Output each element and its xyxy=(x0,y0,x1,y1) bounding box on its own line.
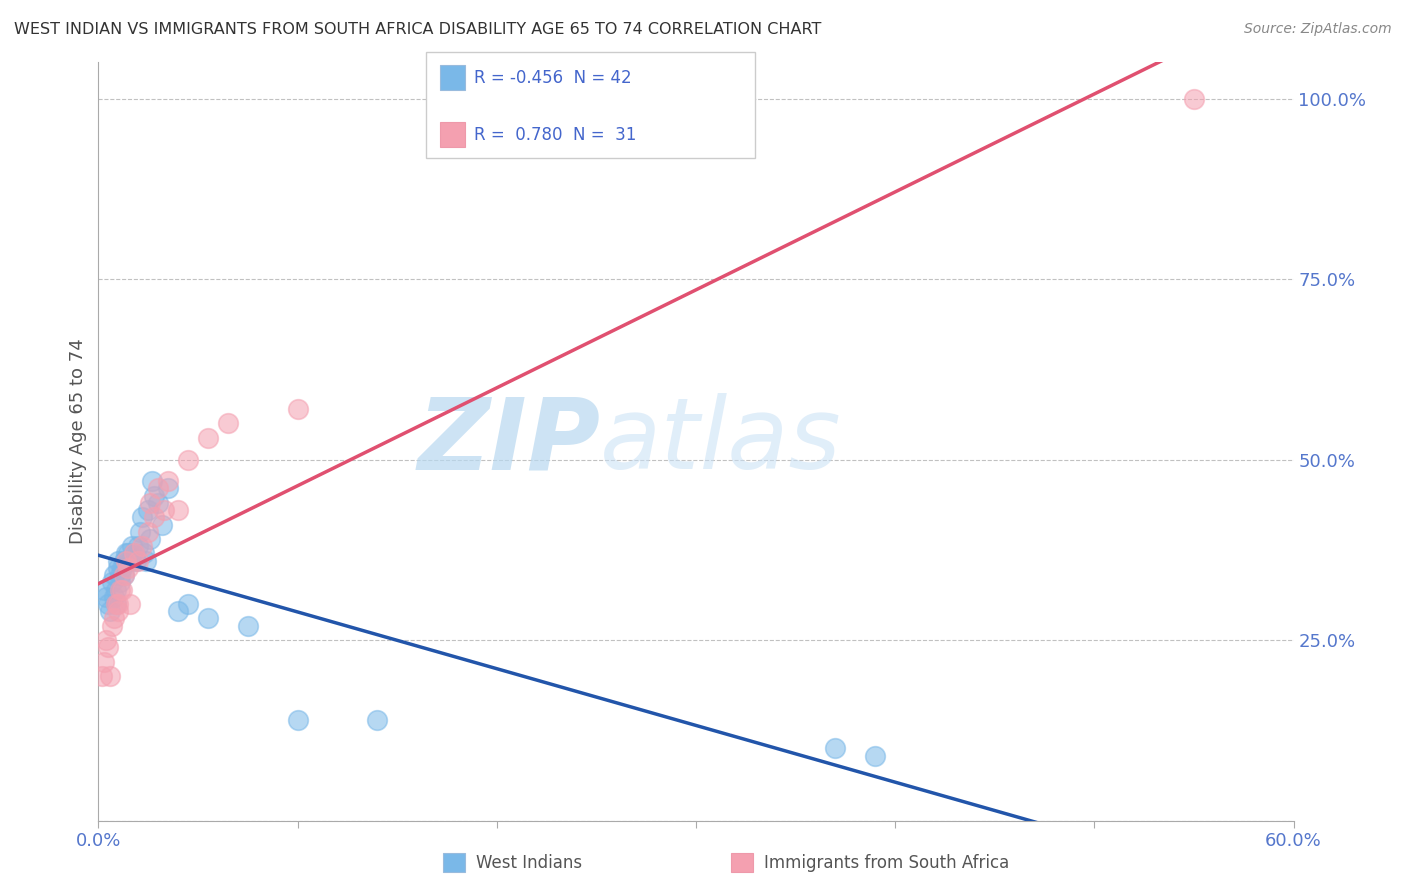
Point xyxy=(129,524,152,539)
Point xyxy=(141,475,163,489)
Point xyxy=(135,554,157,568)
Y-axis label: Disability Age 65 to 74: Disability Age 65 to 74 xyxy=(69,339,87,544)
Point xyxy=(127,539,149,553)
Point xyxy=(111,561,134,575)
Point xyxy=(115,554,138,568)
Point xyxy=(101,618,124,632)
Point xyxy=(98,669,122,683)
Point xyxy=(148,496,170,510)
Point xyxy=(136,524,159,539)
Point xyxy=(110,568,132,582)
Point xyxy=(139,532,162,546)
Point xyxy=(103,590,125,604)
Point xyxy=(97,640,120,655)
Point xyxy=(177,452,200,467)
Point xyxy=(157,475,180,489)
Point xyxy=(112,554,135,568)
Point xyxy=(148,482,170,496)
Point xyxy=(96,633,118,648)
Point xyxy=(111,582,134,597)
Point xyxy=(197,431,219,445)
Point xyxy=(93,582,115,597)
Point xyxy=(93,655,115,669)
Point xyxy=(120,597,142,611)
Point xyxy=(143,510,166,524)
Point xyxy=(101,575,124,590)
Text: ZIP: ZIP xyxy=(418,393,600,490)
Point xyxy=(865,748,887,763)
Point xyxy=(124,546,146,560)
Point xyxy=(107,561,129,575)
Point xyxy=(121,539,143,553)
Point xyxy=(103,568,125,582)
Point xyxy=(131,510,153,524)
Text: R =  0.780  N =  31: R = 0.780 N = 31 xyxy=(474,126,636,144)
Point xyxy=(105,597,128,611)
Point xyxy=(287,713,309,727)
Point xyxy=(107,597,129,611)
Point xyxy=(115,546,138,560)
Point xyxy=(1182,91,1205,105)
Point xyxy=(107,604,129,618)
Text: Immigrants from South Africa: Immigrants from South Africa xyxy=(763,854,1010,871)
Text: West Indians: West Indians xyxy=(475,854,582,871)
Point xyxy=(150,517,173,532)
Text: Source: ZipAtlas.com: Source: ZipAtlas.com xyxy=(1244,22,1392,37)
Point xyxy=(103,611,125,625)
Point xyxy=(96,590,118,604)
Point xyxy=(167,503,190,517)
Point xyxy=(117,546,139,560)
Point xyxy=(157,482,180,496)
Point xyxy=(125,554,148,568)
Point xyxy=(112,568,135,582)
Point xyxy=(131,539,153,553)
Point xyxy=(134,546,156,560)
Point xyxy=(217,417,239,431)
Point xyxy=(112,568,135,582)
Point xyxy=(110,575,132,590)
Point xyxy=(824,741,846,756)
Point xyxy=(287,402,309,417)
Text: R = -0.456  N = 42: R = -0.456 N = 42 xyxy=(474,69,631,87)
Point xyxy=(98,604,122,618)
Point xyxy=(97,597,120,611)
Point xyxy=(236,618,259,632)
Point xyxy=(105,582,128,597)
Text: WEST INDIAN VS IMMIGRANTS FROM SOUTH AFRICA DISABILITY AGE 65 TO 74 CORRELATION : WEST INDIAN VS IMMIGRANTS FROM SOUTH AFR… xyxy=(14,22,821,37)
Point xyxy=(139,496,162,510)
Point xyxy=(124,546,146,560)
Point xyxy=(117,561,139,575)
Point xyxy=(197,611,219,625)
Point xyxy=(167,604,190,618)
Point xyxy=(110,582,132,597)
Point xyxy=(177,597,200,611)
Point xyxy=(136,503,159,517)
Point xyxy=(107,554,129,568)
Point xyxy=(105,597,128,611)
Point xyxy=(143,489,166,503)
Point xyxy=(127,554,149,568)
Point xyxy=(153,503,176,517)
Point xyxy=(120,554,142,568)
Text: atlas: atlas xyxy=(600,393,842,490)
Point xyxy=(366,713,388,727)
Point xyxy=(91,669,114,683)
